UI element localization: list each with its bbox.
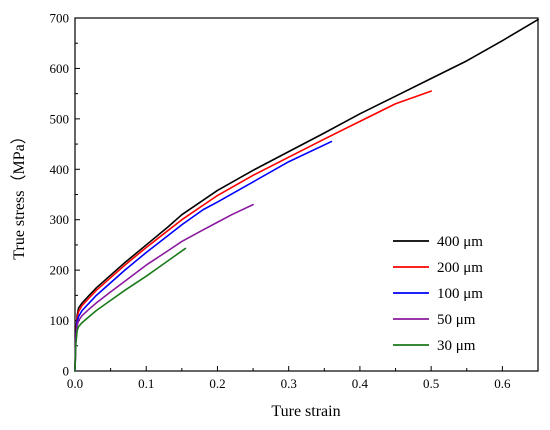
y-tick-label: 300 [50, 212, 70, 227]
series-layer [74, 18, 539, 372]
x-tick-label: 0.1 [138, 376, 154, 391]
axis-ticks: 0.0 0.1 0.2 0.3 0.4 0.5 0.6 0 100 200 300 400 500 600… [50, 11, 512, 392]
legend-label: 50 μm [437, 312, 476, 328]
x-tick-label: 0.5 [423, 376, 439, 391]
y-tick-label: 100 [50, 313, 70, 328]
x-axis-title: Ture strain [271, 403, 340, 420]
y-axis-title: True stress（MPa） [10, 128, 28, 259]
x-tick-label: 0.4 [352, 376, 369, 391]
legend: 400 μm 200 μm 100 μm 50 μm 30 μm [393, 234, 483, 354]
legend-label: 100 μm [437, 286, 483, 302]
x-tick-label: 0.6 [494, 376, 511, 391]
legend-label: 400 μm [437, 234, 483, 250]
x-tick-label: 0.3 [281, 376, 297, 391]
x-tick-label: 0.2 [209, 376, 225, 391]
series-line-4 [74, 247, 187, 372]
y-tick-label: 700 [50, 11, 70, 26]
y-tick-label: 0 [63, 364, 70, 379]
y-tick-label: 400 [50, 162, 70, 177]
series-line-3 [74, 203, 254, 372]
y-tick-label: 200 [50, 263, 70, 278]
y-tick-label: 500 [50, 111, 70, 126]
x-tick-label: 0.0 [67, 376, 83, 391]
y-tick-label: 600 [50, 61, 70, 76]
legend-label: 200 μm [437, 260, 483, 276]
legend-label: 30 μm [437, 338, 476, 354]
series-line-2 [74, 140, 333, 372]
series-line-0 [74, 18, 539, 372]
series-line-1 [74, 90, 432, 372]
